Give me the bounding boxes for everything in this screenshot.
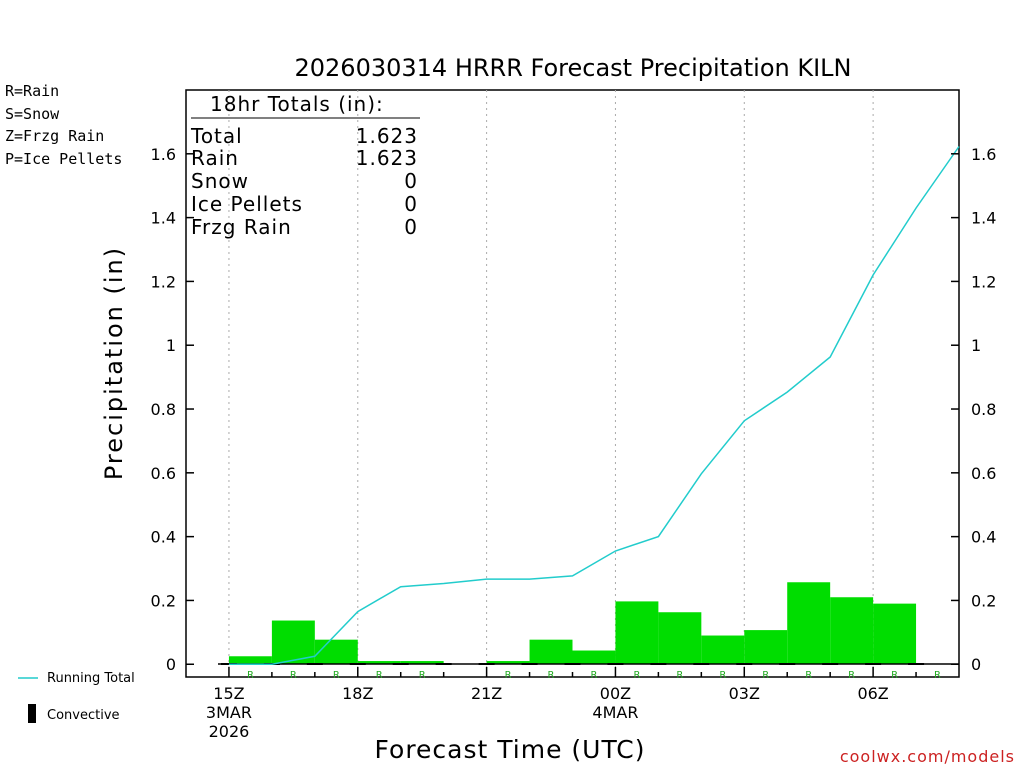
type-mark-14: R bbox=[848, 670, 855, 681]
convective-legend-swatch bbox=[28, 704, 36, 723]
y-tick-label-right-2: 0.4 bbox=[971, 528, 996, 547]
x-tick-label-0-2: 2026 bbox=[209, 722, 250, 741]
precip-bar-2 bbox=[314, 639, 358, 665]
y-tick-label-right-1: 0.2 bbox=[971, 591, 996, 610]
x-tick-label-2-0: 21Z bbox=[471, 684, 502, 703]
legend-type-rain: R=Rain bbox=[5, 82, 59, 100]
y-tick-label-right-5: 1 bbox=[971, 336, 981, 355]
totals-value-ice-pellets: 0 bbox=[404, 192, 418, 216]
x-tick-label-0-1: 3MAR bbox=[206, 703, 252, 722]
precip-bar-15 bbox=[873, 603, 917, 665]
y-tick-label-right-8: 1.6 bbox=[971, 145, 996, 164]
precip-bar-11 bbox=[701, 635, 745, 665]
y-tick-label-left-1: 0.2 bbox=[151, 591, 176, 610]
y-tick-label-left-6: 1.2 bbox=[151, 272, 176, 291]
type-mark-13: R bbox=[805, 670, 812, 681]
precip-type-legend: R=Rain S=Snow Z=Frzg Rain P=Ice Pellets bbox=[5, 82, 122, 168]
y-tick-label-left-3: 0.6 bbox=[151, 464, 176, 483]
precip-bar-7 bbox=[529, 639, 573, 665]
type-mark-15: R bbox=[891, 670, 898, 681]
y-tick-label-right-4: 0.8 bbox=[971, 400, 996, 419]
chart-title: 2026030314 HRRR Forecast Precipitation K… bbox=[295, 54, 852, 82]
x-tick-label-4-0: 03Z bbox=[729, 684, 760, 703]
totals-label-snow: Snow bbox=[191, 169, 249, 193]
totals-label-ice-pellets: Ice Pellets bbox=[191, 192, 303, 216]
legend-type-ice-pellets: P=Ice Pellets bbox=[5, 150, 122, 168]
precip-bar-9 bbox=[615, 601, 659, 665]
y-axis-title: Precipitation (in) bbox=[100, 246, 128, 480]
totals-label-rain: Rain bbox=[191, 146, 239, 170]
x-tick-label-5-0: 06Z bbox=[857, 684, 888, 703]
type-mark-1: R bbox=[290, 670, 297, 681]
y-tick-label-right-6: 1.2 bbox=[971, 272, 996, 291]
precip-bar-10 bbox=[658, 612, 702, 665]
convective-legend-label: Convective bbox=[47, 708, 120, 723]
totals-box: 18hr Totals (in): Total 1.623 Rain 1.623… bbox=[190, 92, 420, 239]
y-tick-label-left-5: 1 bbox=[166, 336, 176, 355]
y-tick-label-right-0: 0 bbox=[971, 655, 981, 674]
totals-value-total: 1.623 bbox=[356, 124, 418, 148]
type-mark-9: R bbox=[633, 670, 640, 681]
running-total-polyline bbox=[228, 146, 960, 665]
bottom-legend: Running Total Convective bbox=[18, 671, 135, 723]
precip-bar-4 bbox=[400, 661, 444, 665]
type-mark-2: R bbox=[333, 670, 340, 681]
totals-value-snow: 0 bbox=[404, 169, 418, 193]
source-credit: coolwx.com/models bbox=[840, 747, 1015, 766]
precip-bars bbox=[228, 582, 917, 665]
y-tick-label-left-0: 0 bbox=[166, 655, 176, 674]
type-mark-6: R bbox=[505, 670, 512, 681]
y-tick-label-right-3: 0.6 bbox=[971, 464, 996, 483]
x-tick-label-3-1: 4MAR bbox=[592, 703, 638, 722]
y-tick-label-right-7: 1.4 bbox=[971, 209, 996, 228]
x-axis-title: Forecast Time (UTC) bbox=[375, 735, 646, 764]
type-mark-10: R bbox=[676, 670, 683, 681]
y-tick-label-left-4: 0.8 bbox=[151, 400, 176, 419]
x-tick-label-3-0: 00Z bbox=[600, 684, 631, 703]
totals-value-frzg-rain: 0 bbox=[404, 215, 418, 239]
y-tick-label-left-2: 0.4 bbox=[151, 528, 176, 547]
legend-type-frzg-rain: Z=Frzg Rain bbox=[5, 127, 104, 145]
totals-header: 18hr Totals (in): bbox=[210, 92, 384, 116]
y-axis-left: 0 0.2 0.4 0.6 0.8 1 1.2 1.4 1.6 bbox=[151, 145, 194, 674]
precip-bar-13 bbox=[787, 582, 831, 665]
totals-label-total: Total bbox=[190, 124, 243, 148]
totals-value-rain: 1.623 bbox=[356, 146, 418, 170]
running-total-line bbox=[228, 146, 960, 665]
precip-bar-12 bbox=[744, 630, 788, 665]
precip-bar-8 bbox=[572, 650, 616, 665]
plot-area-frame bbox=[185, 89, 960, 678]
precip-bar-6 bbox=[486, 661, 530, 665]
legend-type-snow: S=Snow bbox=[5, 105, 60, 123]
precip-bar-3 bbox=[357, 661, 401, 665]
type-mark-11: R bbox=[719, 670, 726, 681]
type-mark-3: R bbox=[376, 670, 383, 681]
type-mark-7: R bbox=[548, 670, 555, 681]
y-axis-right: 0 0.2 0.4 0.6 0.8 1 1.2 1.4 1.6 bbox=[951, 145, 996, 674]
precip-bar-14 bbox=[830, 597, 874, 665]
type-mark-8: R bbox=[590, 670, 597, 681]
type-mark-16: R bbox=[934, 670, 941, 681]
type-mark-12: R bbox=[762, 670, 769, 681]
totals-label-frzg-rain: Frzg Rain bbox=[191, 215, 292, 239]
x-tick-label-0-0: 15Z bbox=[213, 684, 244, 703]
y-tick-label-left-8: 1.6 bbox=[151, 145, 176, 164]
vertical-gridlines bbox=[228, 90, 874, 677]
y-tick-label-left-7: 1.4 bbox=[151, 209, 176, 228]
type-mark-0: R bbox=[247, 670, 254, 681]
precip-bar-0 bbox=[228, 656, 272, 665]
x-tick-label-1-0: 18Z bbox=[342, 684, 373, 703]
running-total-legend-label: Running Total bbox=[47, 671, 135, 686]
type-mark-4: R bbox=[419, 670, 426, 681]
